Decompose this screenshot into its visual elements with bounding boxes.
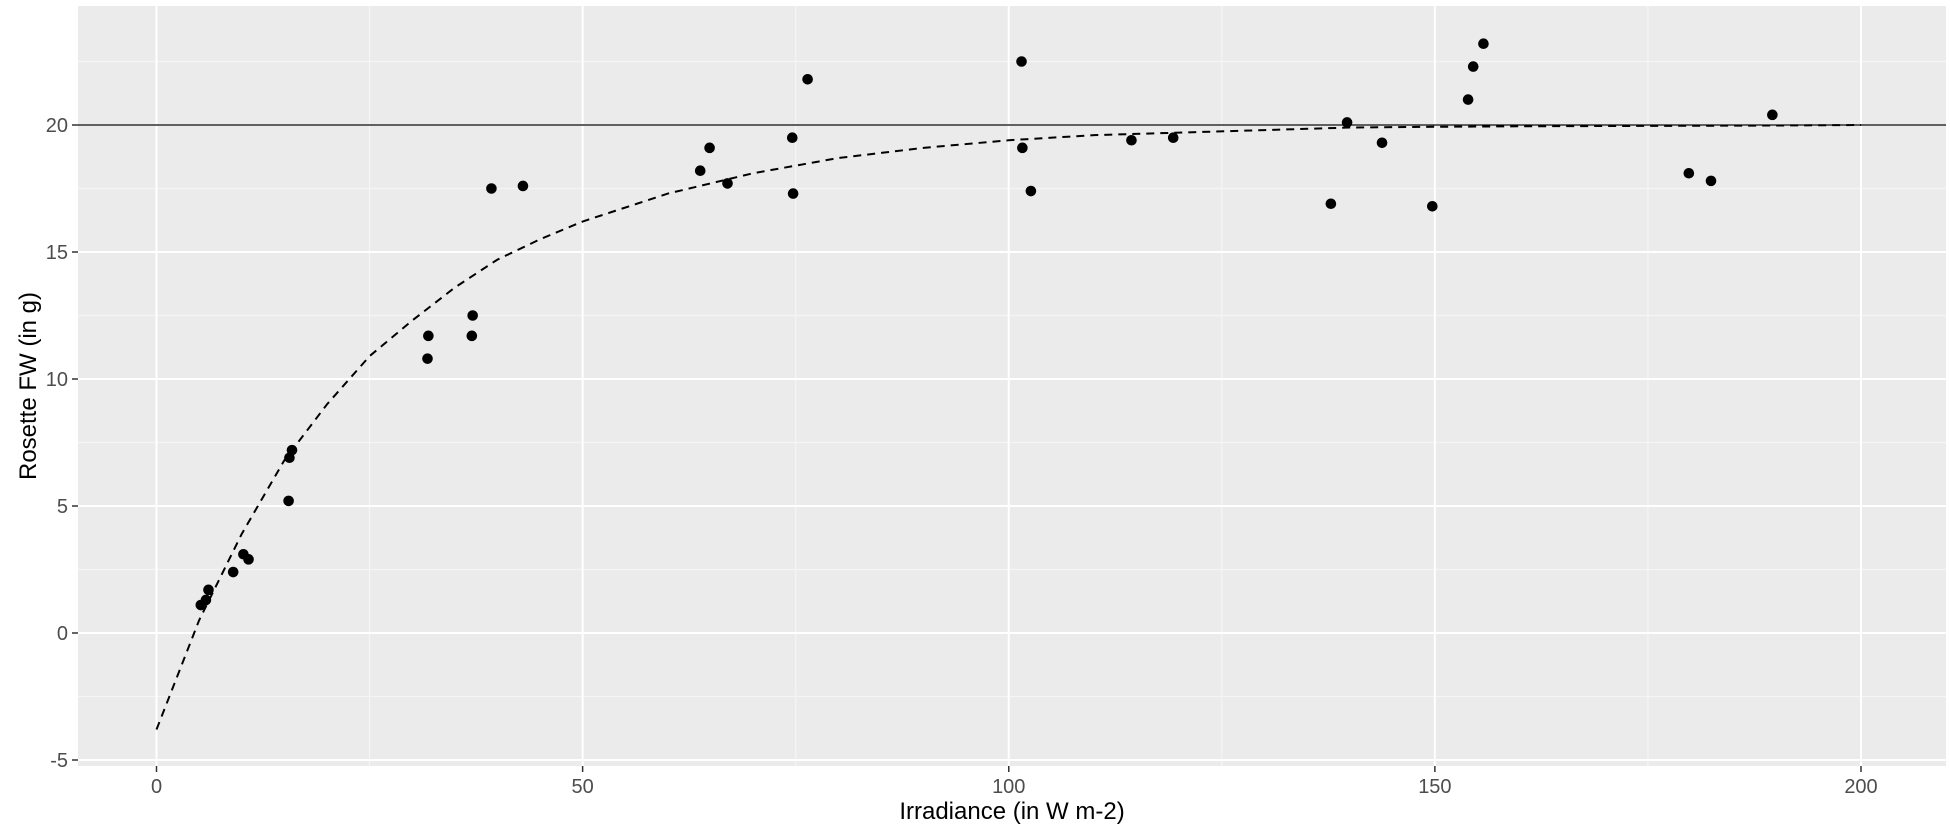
data-point [704,142,715,154]
data-point [227,566,239,578]
data-point [1341,117,1353,128]
data-point [203,584,214,596]
data-point [722,178,733,189]
plot-panel [78,6,1946,766]
data-point [1016,56,1027,67]
points-layer [195,38,1778,611]
data-point [422,353,433,364]
x-tick-label: 50 [572,776,594,798]
data-point [1025,185,1037,197]
grid-minor [78,6,1946,766]
fit-curve [155,124,1862,730]
data-point [1467,61,1479,72]
x-tick-label: 0 [151,776,162,798]
data-point [786,132,798,143]
y-axis-title: Rosette FW (in g) [15,292,42,480]
y-tick-label: 0 [57,623,68,645]
data-point [486,183,497,194]
data-point [1683,167,1695,179]
data-point [200,594,212,606]
y-tick-label: 20 [46,115,68,137]
data-point [466,330,478,342]
data-point [423,330,434,342]
x-axis-title: Irradiance (in W m-2) [899,798,1124,825]
data-point [1427,200,1438,212]
data-point [286,444,298,456]
data-point [1017,142,1028,154]
y-tick-label: 5 [57,496,68,518]
data-point [1167,132,1179,143]
data-point [787,188,799,199]
data-point [1462,94,1474,105]
data-point [243,554,254,565]
data-point [802,73,813,85]
data-point [1325,198,1337,210]
data-point [1376,137,1388,149]
data-point [517,180,529,192]
fit-curve-layer [155,124,1862,730]
data-point [1705,175,1717,187]
x-tick-label: 100 [992,776,1025,798]
data-point [283,495,294,507]
data-point [467,310,478,321]
data-point [1478,38,1489,50]
data-point [1126,134,1137,146]
x-tick-label: 150 [1418,776,1451,798]
x-axis-ticks: 0 50 100 150 200 [151,766,1878,798]
data-point [1767,109,1778,121]
y-tick-label: 15 [46,242,68,264]
data-point [694,165,706,177]
y-axis-ticks: -5 0 5 10 15 20 [46,115,78,772]
y-tick-label: -5 [50,750,68,772]
y-tick-label: 10 [46,369,68,391]
x-tick-label: 200 [1844,776,1877,798]
